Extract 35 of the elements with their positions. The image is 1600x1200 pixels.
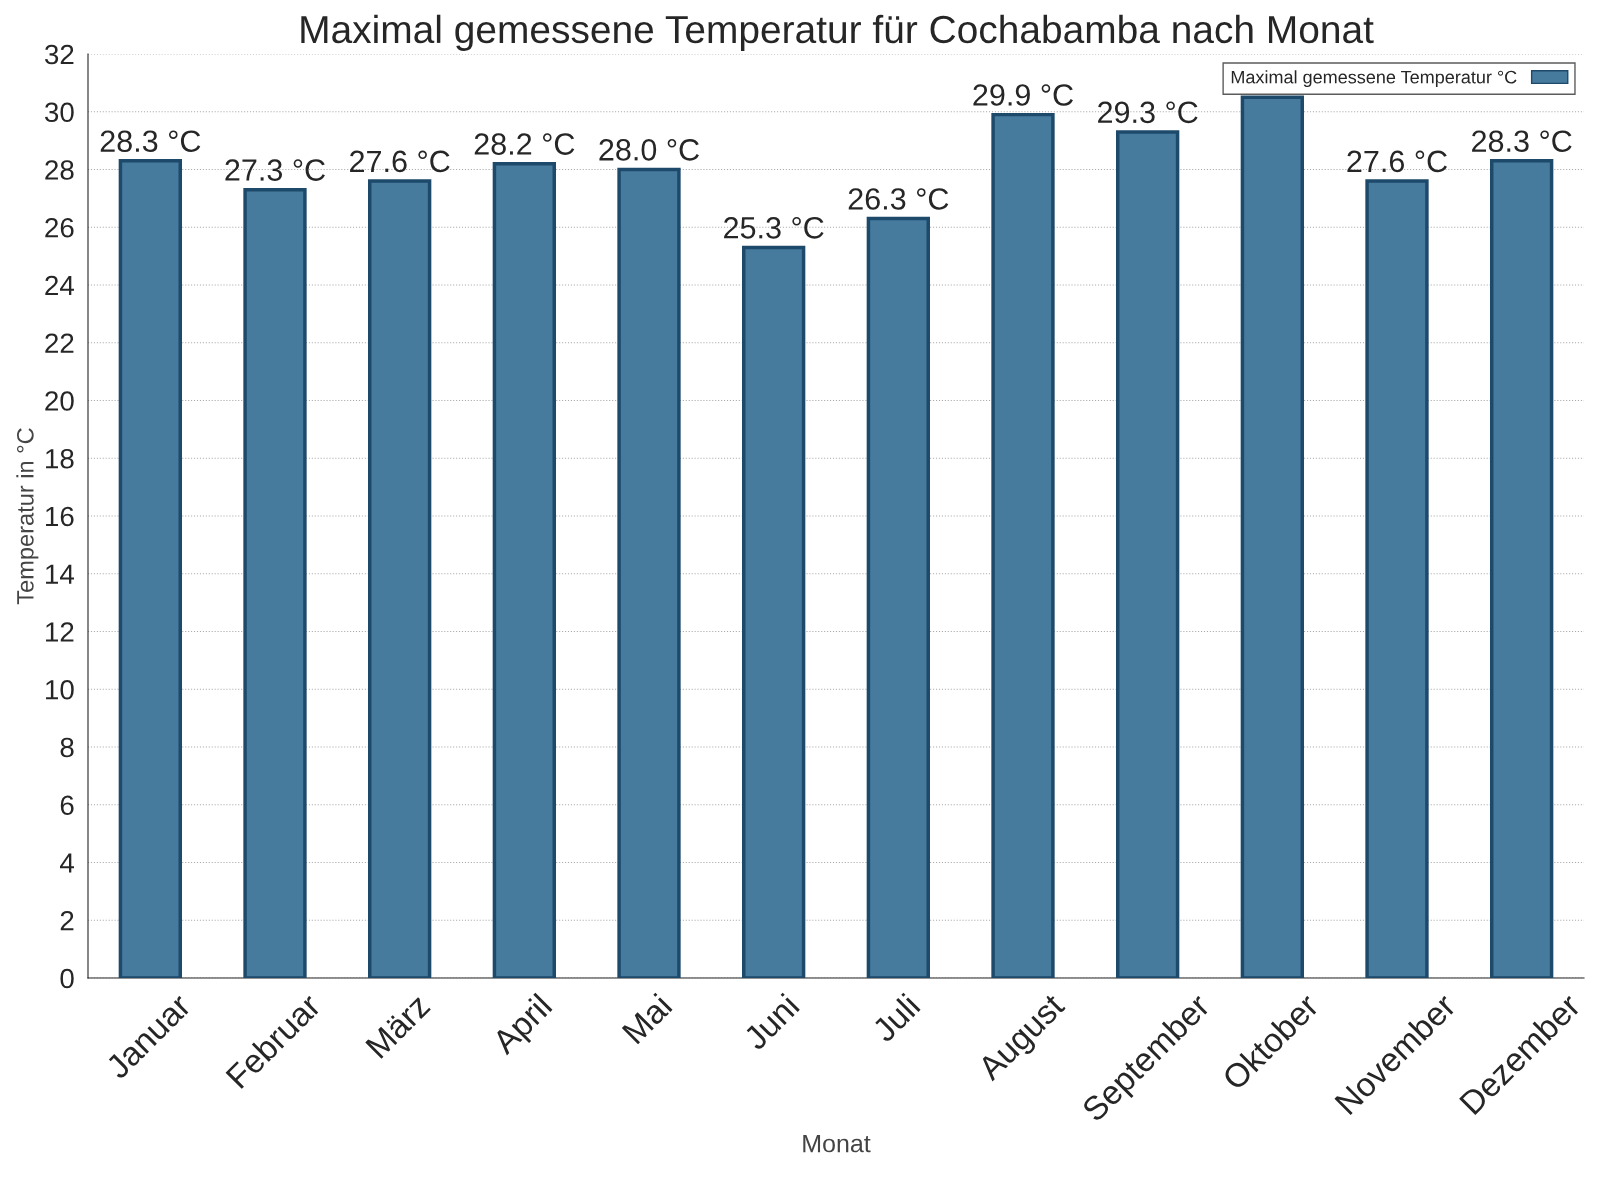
y-tick-label: 0	[60, 968, 74, 989]
y-tick-label: 22	[45, 333, 74, 353]
y-tick-label: 24	[45, 275, 74, 296]
y-tick-label: 26	[45, 217, 74, 238]
y-tick-label: 30	[44, 102, 74, 123]
chart-title: Maximal gemessene Temperatur für Cochabamba nach Monat	[301, 14, 1374, 51]
x-tick-label: Juni	[741, 992, 801, 1052]
data-label: 27.6 °C	[350, 150, 450, 173]
y-tick-label: 12	[46, 622, 74, 642]
y-tick-label: 16	[46, 506, 74, 527]
y-tick-label: 2	[60, 910, 74, 931]
y-tick-label: 8	[60, 737, 74, 758]
y-tick-label: 32	[44, 44, 74, 65]
data-label: 26.3 °C	[848, 188, 949, 210]
data-label: 25.3 °C	[724, 217, 824, 239]
legend-label: Maximal gemessene Temperatur °C	[1231, 70, 1517, 88]
data-label: 28.2 °C	[474, 133, 575, 155]
data-label: 29.3 °C	[1098, 101, 1198, 124]
data-label: 28.0 °C	[599, 139, 699, 161]
x-tick-label: Mai	[620, 992, 673, 1045]
y-tick-label: 28	[45, 160, 74, 180]
y-axis-title: Temperatur in °C	[16, 428, 39, 605]
y-tick-label: 18	[46, 448, 74, 469]
y-tick-label: 20	[45, 391, 74, 411]
y-tick-label: 14	[46, 564, 74, 584]
data-label: 29.9 °C	[973, 84, 1073, 106]
data-label: 28.3 °C	[100, 130, 201, 153]
data-label: 27.6 °C	[1347, 150, 1447, 173]
y-tick-label: 6	[60, 795, 74, 816]
data-label: 28.3 °C	[1472, 130, 1572, 153]
y-tick-label: 4	[60, 853, 74, 873]
data-label: 27.3 °C	[225, 159, 325, 181]
x-axis-title: Monat	[803, 1134, 871, 1153]
x-tick-label: Juli	[870, 992, 921, 1044]
y-tick-label: 10	[46, 679, 74, 700]
